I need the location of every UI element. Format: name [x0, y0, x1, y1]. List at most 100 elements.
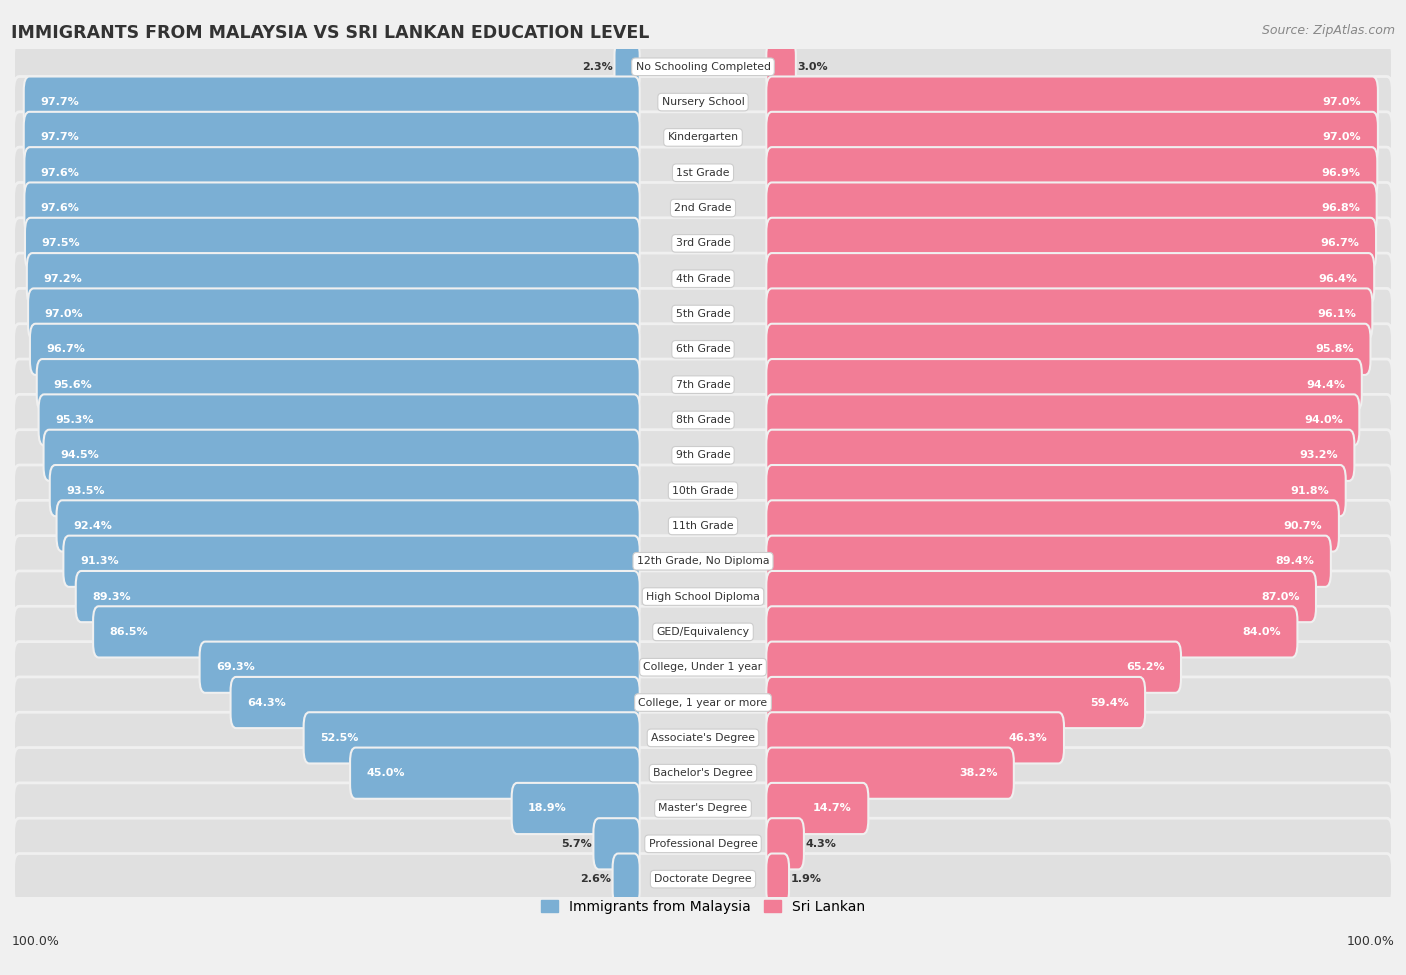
Text: 96.9%: 96.9% [1322, 168, 1361, 177]
Text: 45.0%: 45.0% [367, 768, 405, 778]
Text: 1.9%: 1.9% [790, 875, 821, 884]
Text: 84.0%: 84.0% [1243, 627, 1281, 637]
FancyBboxPatch shape [14, 748, 1392, 799]
FancyBboxPatch shape [14, 217, 1392, 269]
Text: College, Under 1 year: College, Under 1 year [644, 662, 762, 672]
Legend: Immigrants from Malaysia, Sri Lankan: Immigrants from Malaysia, Sri Lankan [536, 894, 870, 919]
Text: 3.0%: 3.0% [797, 61, 828, 72]
FancyBboxPatch shape [766, 76, 1378, 128]
FancyBboxPatch shape [28, 289, 640, 339]
FancyBboxPatch shape [593, 818, 640, 870]
FancyBboxPatch shape [200, 642, 640, 693]
Text: 96.4%: 96.4% [1319, 274, 1358, 284]
Text: 3rd Grade: 3rd Grade [675, 238, 731, 249]
Text: Master's Degree: Master's Degree [658, 803, 748, 813]
FancyBboxPatch shape [14, 642, 1392, 693]
Text: 64.3%: 64.3% [247, 697, 285, 708]
FancyBboxPatch shape [14, 324, 1392, 375]
Text: Associate's Degree: Associate's Degree [651, 733, 755, 743]
Text: 91.3%: 91.3% [80, 557, 118, 566]
FancyBboxPatch shape [766, 324, 1371, 375]
FancyBboxPatch shape [766, 289, 1372, 339]
Text: 93.2%: 93.2% [1299, 450, 1339, 460]
FancyBboxPatch shape [231, 677, 640, 728]
Text: 96.8%: 96.8% [1322, 203, 1360, 214]
Text: 46.3%: 46.3% [1008, 733, 1047, 743]
FancyBboxPatch shape [766, 713, 1064, 763]
FancyBboxPatch shape [14, 289, 1392, 339]
FancyBboxPatch shape [766, 147, 1378, 198]
FancyBboxPatch shape [766, 394, 1360, 446]
FancyBboxPatch shape [25, 217, 640, 269]
Text: 97.7%: 97.7% [41, 98, 79, 107]
Text: 59.4%: 59.4% [1090, 697, 1129, 708]
FancyBboxPatch shape [14, 571, 1392, 622]
FancyBboxPatch shape [614, 41, 640, 93]
FancyBboxPatch shape [24, 112, 640, 163]
FancyBboxPatch shape [27, 254, 640, 304]
FancyBboxPatch shape [14, 41, 1392, 93]
Text: Doctorate Degree: Doctorate Degree [654, 875, 752, 884]
FancyBboxPatch shape [766, 783, 869, 834]
Text: 11th Grade: 11th Grade [672, 521, 734, 531]
FancyBboxPatch shape [14, 677, 1392, 728]
FancyBboxPatch shape [304, 713, 640, 763]
FancyBboxPatch shape [14, 76, 1392, 128]
FancyBboxPatch shape [766, 41, 796, 93]
FancyBboxPatch shape [613, 853, 640, 905]
Text: 2nd Grade: 2nd Grade [675, 203, 731, 214]
Text: 94.4%: 94.4% [1306, 379, 1346, 390]
FancyBboxPatch shape [14, 254, 1392, 304]
Text: 4th Grade: 4th Grade [676, 274, 730, 284]
Text: 2.6%: 2.6% [581, 875, 612, 884]
Text: 97.0%: 97.0% [1323, 133, 1361, 142]
Text: 100.0%: 100.0% [1347, 935, 1395, 948]
Text: 90.7%: 90.7% [1284, 521, 1323, 531]
Text: 97.7%: 97.7% [41, 133, 79, 142]
FancyBboxPatch shape [766, 430, 1354, 481]
FancyBboxPatch shape [766, 500, 1339, 552]
FancyBboxPatch shape [766, 571, 1316, 622]
Text: 5th Grade: 5th Grade [676, 309, 730, 319]
FancyBboxPatch shape [14, 606, 1392, 657]
Text: 91.8%: 91.8% [1291, 486, 1329, 495]
FancyBboxPatch shape [63, 535, 640, 587]
Text: 94.0%: 94.0% [1305, 415, 1343, 425]
Text: 12th Grade, No Diploma: 12th Grade, No Diploma [637, 557, 769, 566]
Text: 97.5%: 97.5% [42, 238, 80, 249]
FancyBboxPatch shape [14, 535, 1392, 587]
Text: 6th Grade: 6th Grade [676, 344, 730, 354]
FancyBboxPatch shape [766, 853, 789, 905]
Text: 89.4%: 89.4% [1275, 557, 1315, 566]
FancyBboxPatch shape [14, 430, 1392, 481]
Text: 96.7%: 96.7% [1320, 238, 1360, 249]
FancyBboxPatch shape [14, 182, 1392, 234]
FancyBboxPatch shape [14, 359, 1392, 410]
Text: 96.1%: 96.1% [1317, 309, 1355, 319]
FancyBboxPatch shape [24, 182, 640, 234]
Text: 92.4%: 92.4% [73, 521, 112, 531]
Text: 97.6%: 97.6% [41, 168, 80, 177]
FancyBboxPatch shape [37, 359, 640, 410]
Text: 93.5%: 93.5% [66, 486, 105, 495]
FancyBboxPatch shape [14, 147, 1392, 198]
Text: Bachelor's Degree: Bachelor's Degree [652, 768, 754, 778]
FancyBboxPatch shape [766, 217, 1376, 269]
FancyBboxPatch shape [76, 571, 640, 622]
FancyBboxPatch shape [766, 606, 1298, 657]
Text: 97.2%: 97.2% [44, 274, 82, 284]
Text: 52.5%: 52.5% [321, 733, 359, 743]
Text: College, 1 year or more: College, 1 year or more [638, 697, 768, 708]
Text: 95.6%: 95.6% [53, 379, 91, 390]
Text: 18.9%: 18.9% [529, 803, 567, 813]
Text: 97.0%: 97.0% [1323, 98, 1361, 107]
Text: 8th Grade: 8th Grade [676, 415, 730, 425]
Text: 14.7%: 14.7% [813, 803, 852, 813]
Text: 1st Grade: 1st Grade [676, 168, 730, 177]
FancyBboxPatch shape [766, 818, 804, 870]
Text: 2.3%: 2.3% [582, 61, 613, 72]
Text: Professional Degree: Professional Degree [648, 838, 758, 849]
Text: High School Diploma: High School Diploma [647, 592, 759, 602]
FancyBboxPatch shape [14, 112, 1392, 163]
FancyBboxPatch shape [30, 324, 640, 375]
